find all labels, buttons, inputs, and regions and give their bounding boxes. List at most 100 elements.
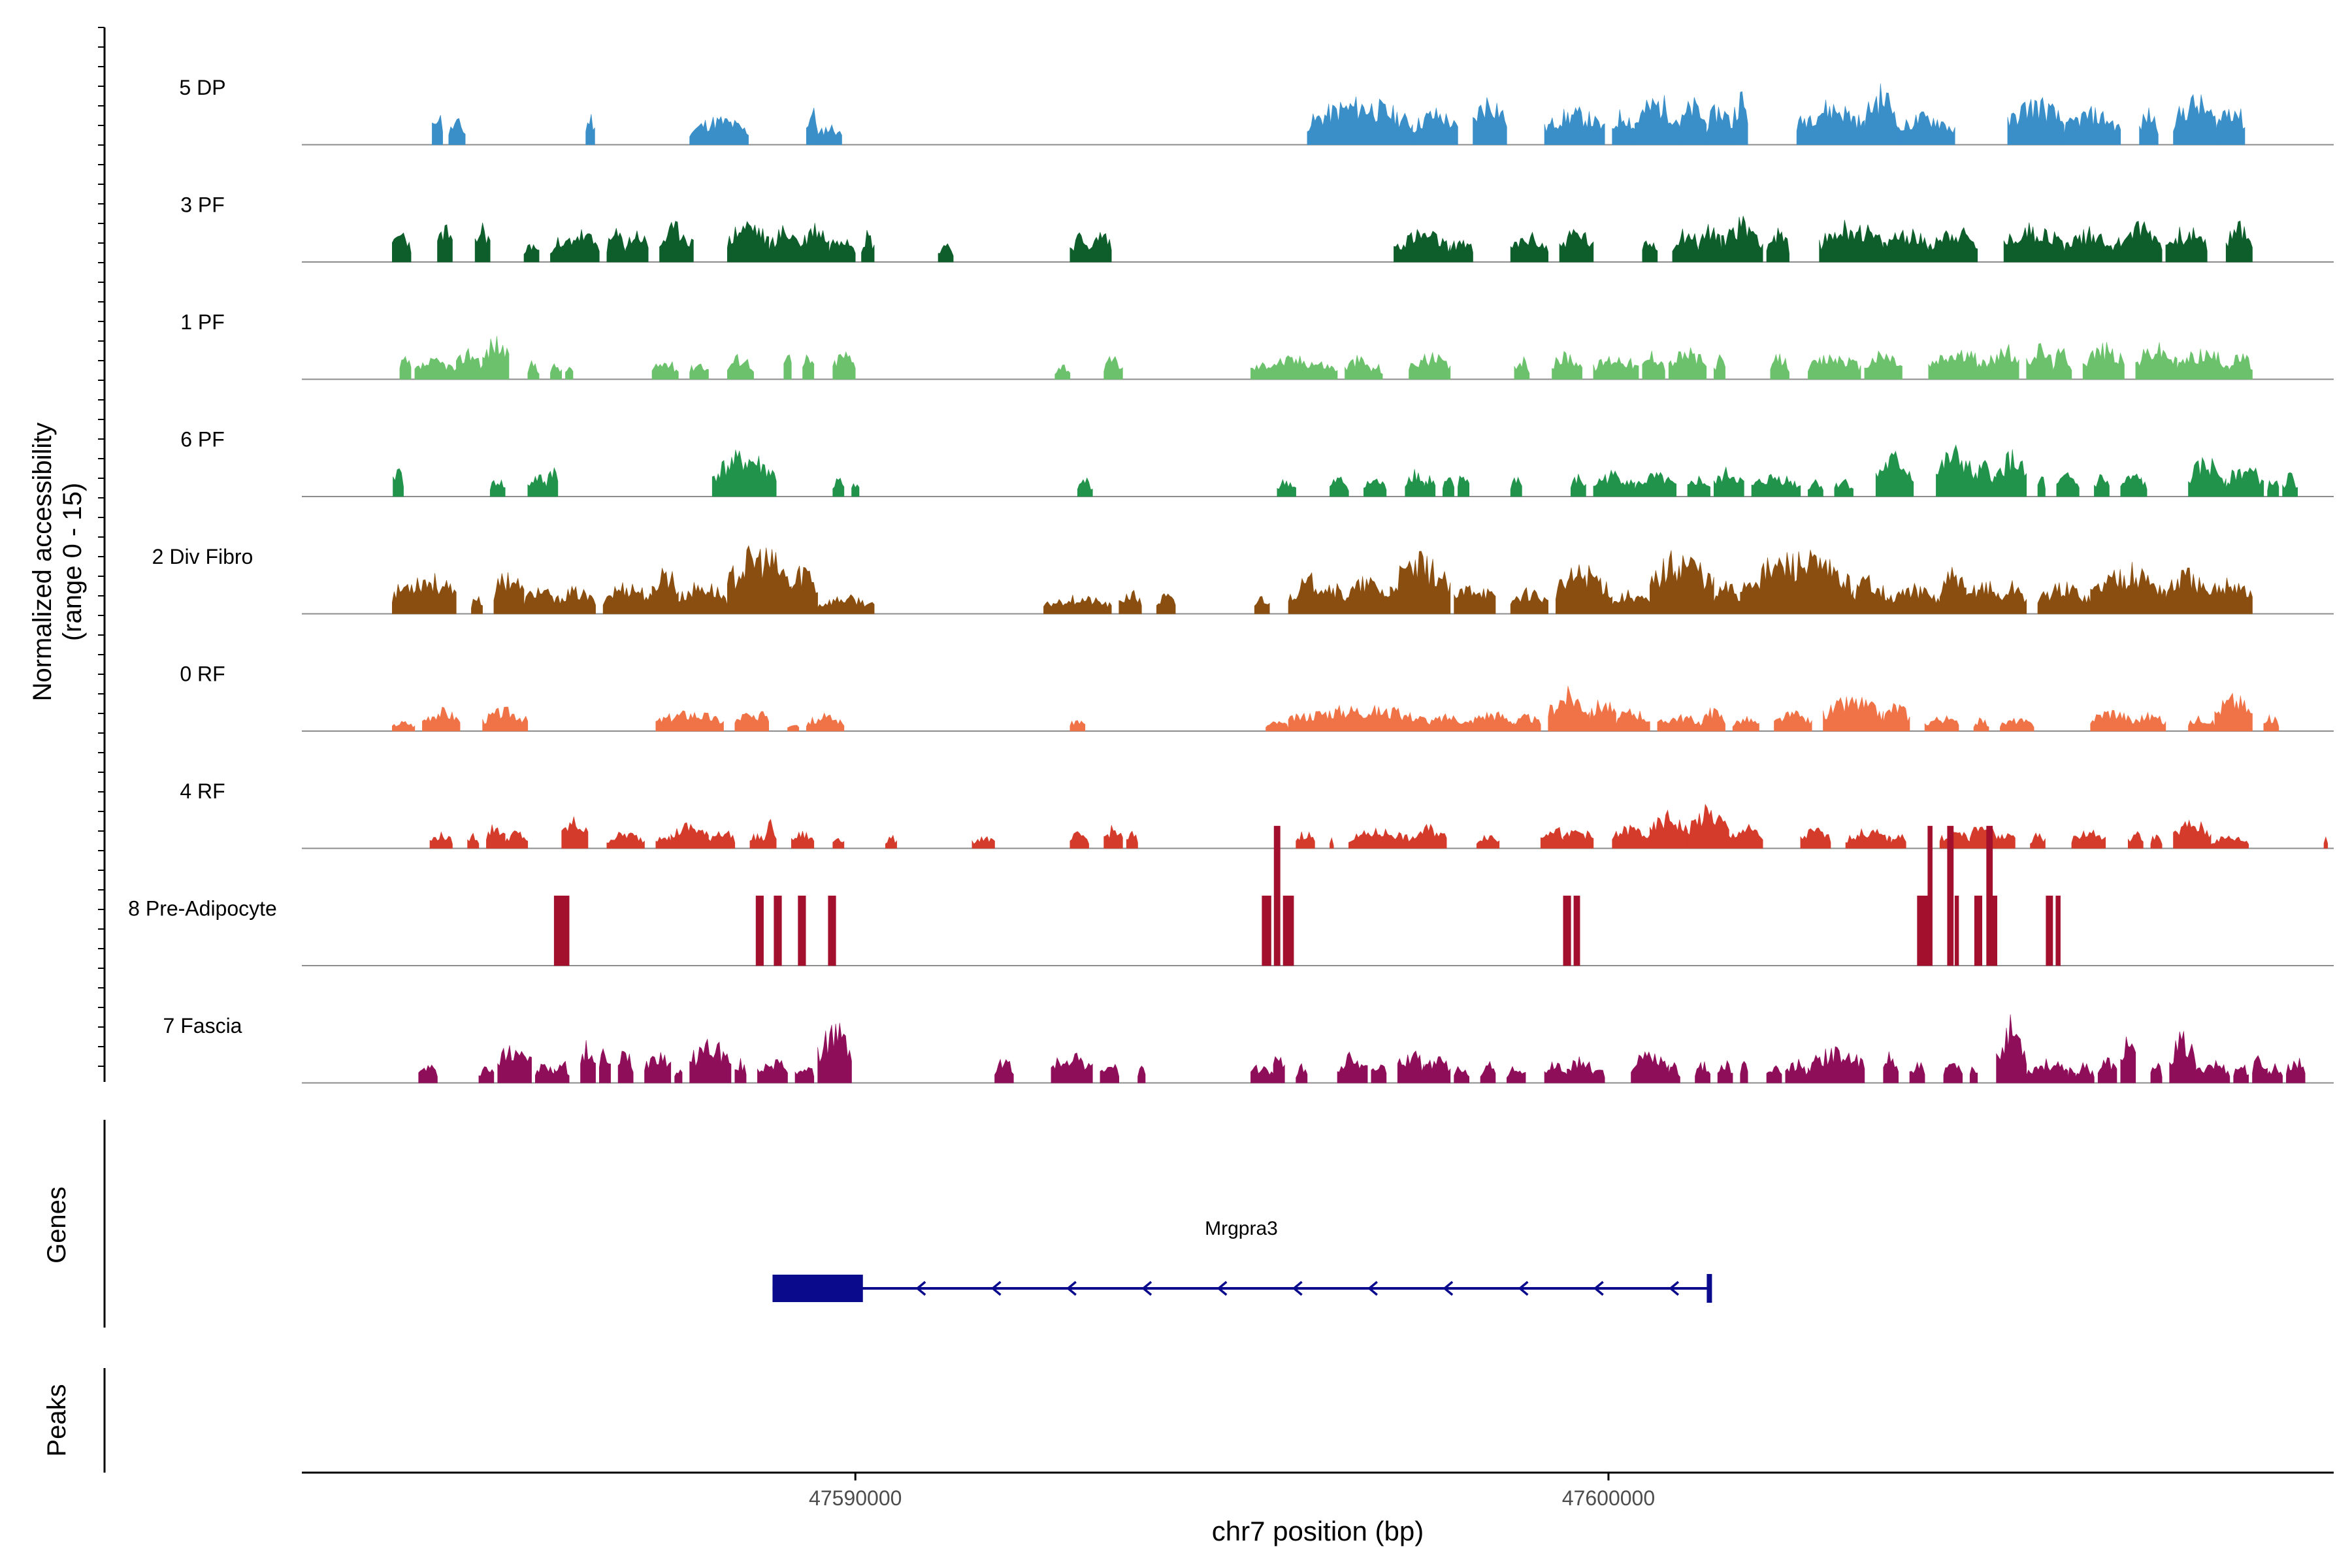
coverage-peak xyxy=(711,449,777,497)
coverage-peak xyxy=(1390,551,1451,614)
coverage-peak xyxy=(2252,1054,2268,1083)
coverage-peak xyxy=(2173,93,2217,145)
coverage-peak xyxy=(2150,834,2163,849)
coverage-peak xyxy=(678,581,728,614)
coverage-peak xyxy=(414,357,457,380)
coverage-peak xyxy=(1266,721,1289,732)
coverage-peak xyxy=(1751,474,1801,497)
coverage-peak xyxy=(561,229,600,263)
coverage-peak xyxy=(1936,444,1974,497)
gene-strand-arrow xyxy=(990,1281,1002,1296)
coverage-peak xyxy=(1428,713,1469,732)
coverage-peak xyxy=(885,834,897,849)
coverage-peak xyxy=(1573,895,1580,966)
coverage-peak xyxy=(2323,836,2328,849)
coverage-peak xyxy=(1273,1056,1285,1083)
coverage-peak xyxy=(1397,1050,1424,1083)
coverage-peak xyxy=(535,1064,555,1083)
coverage-peak xyxy=(2139,107,2159,145)
coverage-peak xyxy=(1966,581,2001,614)
coverage-peak xyxy=(553,1060,570,1083)
coverage-peak xyxy=(1273,826,1281,966)
gene-strand-arrow xyxy=(1367,1281,1378,1296)
coverage-peak xyxy=(2229,353,2253,380)
coverage-peak xyxy=(1409,352,1451,380)
coverage-peak xyxy=(1785,1058,1808,1083)
coverage-peak xyxy=(1119,589,1142,614)
track-5-dp: 5 DP xyxy=(179,76,2334,146)
coverage-peak xyxy=(1296,831,1315,849)
x-axis-title: chr7 position (bp) xyxy=(1212,1516,1424,1546)
genes-panel-label: Genes xyxy=(42,1186,71,1264)
coverage-peak xyxy=(1927,826,1933,966)
coverage-peak xyxy=(1593,469,1635,497)
coverage-peak xyxy=(448,118,466,145)
coverage-peak xyxy=(1883,1051,1899,1083)
coverage-axis-ticks xyxy=(98,27,105,1067)
coverage-peak xyxy=(2165,567,2208,614)
track-label: 1 PF xyxy=(180,310,225,334)
track-0-rf: 0 RF xyxy=(180,662,2334,732)
track-label: 7 Fascia xyxy=(163,1014,242,1037)
coverage-peak xyxy=(1137,1066,1146,1083)
coverage-peak xyxy=(1156,593,1176,614)
coverage-peak xyxy=(1992,895,1997,966)
coverage-peak xyxy=(606,832,645,849)
coverage-peak xyxy=(2217,108,2246,145)
coverage-peak xyxy=(1296,1063,1308,1083)
coverage-peak xyxy=(828,895,836,966)
coverage-peak xyxy=(1928,227,1978,263)
coverage-peak xyxy=(392,232,412,263)
coverage-peak xyxy=(523,587,555,614)
coverage-peak xyxy=(1883,229,1929,263)
track-label: 8 Pre-Adipocyte xyxy=(128,897,277,921)
coverage-peak xyxy=(1986,826,1993,966)
coverage-peak xyxy=(972,836,995,849)
coverage-peak xyxy=(1732,715,1759,732)
coverage-peak xyxy=(689,1038,732,1083)
coverage-peak xyxy=(617,1051,634,1083)
coverage-peak xyxy=(471,595,483,614)
coverage-peak xyxy=(938,243,954,263)
coverage-peak xyxy=(1589,700,1616,732)
coverage-peak xyxy=(602,582,653,614)
coverage-peak xyxy=(1988,344,2019,380)
coverage-peak xyxy=(2082,342,2125,380)
coverage-peak xyxy=(734,1058,747,1083)
coverage-peak xyxy=(757,711,769,732)
coverage-peak xyxy=(1394,229,1451,263)
coverage-peak xyxy=(1454,1066,1469,1083)
coverage-peak xyxy=(2263,714,2279,732)
coverage-peak xyxy=(422,706,461,732)
coverage-peak xyxy=(817,594,875,614)
coverage-peak xyxy=(828,238,856,263)
coverage-peak xyxy=(1668,1062,1680,1083)
coverage-peak xyxy=(2000,717,2034,732)
gene-strand-arrow xyxy=(1141,1281,1152,1296)
coverage-peak xyxy=(674,1069,683,1083)
coverage-peak xyxy=(546,466,559,497)
coverage-peak xyxy=(1890,834,1906,849)
coverage-peak xyxy=(550,363,562,380)
coverage-peak xyxy=(861,230,875,263)
coverage-peak xyxy=(1473,97,1507,145)
coverage-peak xyxy=(1864,83,1899,145)
coverage-peak xyxy=(1103,825,1123,849)
coverage-peak xyxy=(1808,1046,1865,1083)
coverage-peak xyxy=(783,354,792,380)
coverage-peak xyxy=(1808,354,1861,380)
coverage-peak xyxy=(456,348,483,380)
coverage-peak xyxy=(1540,826,1564,849)
coverage-peak xyxy=(1732,91,1748,145)
coverage-peak xyxy=(1593,355,1639,380)
coverage-peak xyxy=(1544,1062,1567,1083)
x-tick-label: 47590000 xyxy=(809,1486,902,1510)
coverage-peak xyxy=(1740,549,1854,614)
track-4-rf: 4 RF xyxy=(180,779,2334,849)
coverage-peak xyxy=(1766,227,1789,263)
coverage-peak xyxy=(1510,231,1548,263)
coverage-peak xyxy=(1510,476,1522,497)
coverage-peak xyxy=(1996,449,2027,497)
